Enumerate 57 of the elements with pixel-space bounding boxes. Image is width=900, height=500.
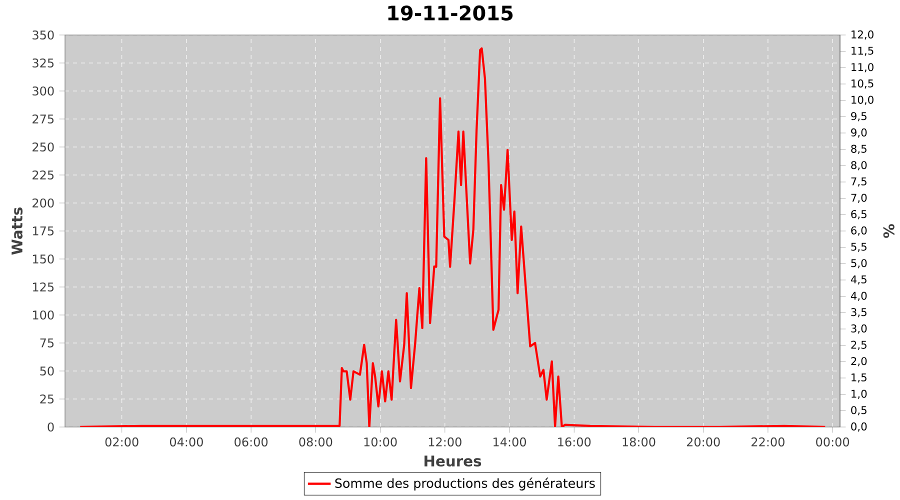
y-tick-label: 150 [33,254,54,264]
y2-tick-label: 10,0 [852,96,874,105]
y-tick-label: 350 [32,30,54,40]
x-axis-title: Heures [424,456,482,467]
y-tick-label: 50 [40,366,54,376]
y-tick-label: 250 [32,142,54,152]
y2-tick-label: 8,0 [851,161,867,170]
y-tick-label: 225 [32,170,54,180]
y2-tick-label: 5,0 [851,259,867,268]
x-tick-label: 22:00 [752,437,784,446]
y-tick-label: 125 [33,282,54,292]
y2-tick-label: 11,5 [852,46,874,56]
y2-tick-label: 3,0 [851,324,867,334]
x-tick-label: 20:00 [686,437,720,446]
y-tick-label: 175 [33,226,54,236]
y-tick-label: 100 [33,310,54,320]
y-axis-title: Watts [12,208,23,255]
legend-label: Somme des productions des générateurs [335,478,595,490]
y2-tick-label: 11,0 [852,63,874,72]
y2-tick-label: 3,5 [851,308,866,318]
y2-tick-label: 12,0 [852,30,874,40]
x-tick-label: 10:00 [364,437,397,446]
y2-tick-label: 0,0 [851,422,867,432]
y2-axis-title: % [883,224,894,238]
y2-tick-label: 1,0 [852,390,867,399]
x-tick-label: 14:00 [494,437,526,446]
y-tick-label: 325 [32,58,54,68]
y2-tick-label: 9,0 [851,128,867,138]
y2-tick-label: 0,5 [851,406,866,416]
x-tick-label: 02:00 [105,437,138,446]
y2-tick-label: 6,5 [851,210,866,220]
y-tick-label: 75 [40,338,54,348]
x-tick-label: 16:00 [558,437,591,446]
y-tick-label: 25 [40,394,54,404]
y2-tick-label: 4,5 [850,275,866,284]
y2-tick-label: 8,5 [851,144,866,154]
y2-tick-label: 2,5 [851,340,866,350]
x-tick-label: 12:00 [428,437,462,446]
y2-tick-label: 5,5 [851,242,866,252]
chart-title: 19-11-2015 [388,5,513,21]
y-tick-label: 300 [32,86,54,96]
y2-tick-label: 9,5 [851,112,866,122]
x-tick-label: 04:00 [170,437,203,446]
x-tick-label: 06:00 [234,437,268,446]
y-tick-label: 200 [32,198,54,208]
x-tick-label: 18:00 [622,437,656,446]
y2-tick-label: 10,5 [852,79,874,89]
y2-tick-label: 2,0 [851,357,867,366]
y-tick-label: 0 [48,422,54,432]
y2-tick-label: 6,0 [851,226,867,236]
y2-tick-label: 7,0 [851,194,867,203]
y2-tick-label: 7,5 [851,177,866,186]
y-tick-label: 275 [32,114,54,124]
y2-tick-label: 1,5 [852,373,866,382]
x-tick-label: 00:00 [816,437,850,446]
y2-tick-label: 4,0 [850,292,867,301]
x-tick-label: 08:00 [299,437,332,446]
